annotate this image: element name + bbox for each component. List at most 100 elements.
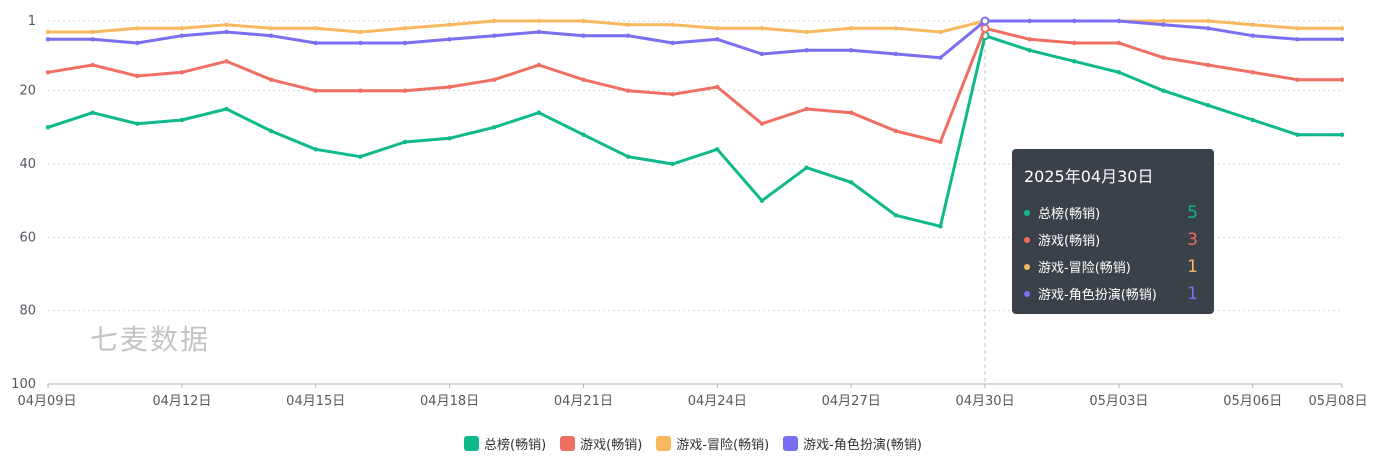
data-point — [268, 77, 274, 82]
series-dot-icon — [1024, 236, 1030, 243]
data-point — [135, 40, 140, 46]
x-tick-label: 04月09日 — [17, 394, 76, 409]
data-point — [670, 40, 675, 46]
data-point — [179, 26, 185, 31]
legend-item-game[interactable]: 游戏(畅销) — [560, 434, 642, 453]
series-line — [46, 19, 1344, 60]
legend-swatch-icon — [656, 436, 672, 451]
data-point — [1250, 22, 1255, 27]
legend-label: 游戏-角色扮演(畅销) — [803, 438, 922, 453]
data-point — [759, 121, 765, 126]
data-point — [313, 147, 318, 152]
legend-label: 游戏-冒险(畅销) — [676, 438, 770, 453]
legend-swatch-icon — [464, 436, 479, 451]
data-point — [1027, 48, 1032, 53]
data-point — [1027, 18, 1032, 24]
x-tick-label: 04月27日 — [822, 394, 881, 409]
data-point — [179, 117, 185, 123]
data-point — [135, 26, 140, 31]
data-point — [1339, 132, 1345, 137]
data-point — [625, 22, 631, 27]
legend-item-total[interactable]: 总榜(畅销) — [464, 434, 546, 453]
data-point — [1072, 59, 1077, 64]
data-point — [1161, 55, 1166, 60]
data-point — [1161, 22, 1166, 27]
data-point — [492, 33, 497, 38]
data-point — [893, 51, 898, 57]
tooltip-series-value: 1 — [1187, 283, 1198, 304]
data-point — [179, 70, 185, 75]
y-tick-label: 40 — [19, 157, 36, 172]
series-line — [46, 34, 1344, 228]
y-tick-label: 60 — [19, 230, 36, 245]
data-point — [938, 224, 943, 229]
y-tick-label: 1 — [28, 14, 36, 29]
x-tick-label: 04月15日 — [286, 394, 345, 409]
chart-legend: 总榜(畅销) 游戏(畅销) 游戏-冒险(畅销) 游戏-角色扮演(畅销) — [0, 434, 1386, 453]
data-point — [313, 88, 318, 93]
tooltip-row: 游戏-角色扮演(畅销) 1 — [1024, 280, 1202, 307]
data-point — [536, 110, 542, 115]
series-dot-icon — [1024, 263, 1030, 270]
legend-item-rpg[interactable]: 游戏-角色扮演(畅销) — [783, 434, 922, 453]
x-tick-label: 04月30日 — [955, 394, 1014, 409]
data-point — [90, 37, 95, 42]
data-point — [402, 40, 408, 46]
data-point — [447, 84, 452, 90]
data-point — [402, 88, 408, 93]
data-point — [224, 22, 229, 27]
data-point — [45, 125, 51, 130]
data-point — [980, 16, 990, 26]
data-point — [581, 132, 586, 137]
data-point — [893, 26, 898, 31]
y-tick-label: 20 — [19, 84, 36, 99]
legend-swatch-icon — [783, 436, 799, 451]
data-point — [1250, 70, 1255, 75]
data-point — [135, 73, 140, 79]
watermark: 七麦数据 — [90, 323, 211, 356]
data-point — [402, 139, 408, 145]
data-point — [1161, 88, 1166, 93]
x-tick-label: 05月03日 — [1089, 394, 1148, 409]
data-point — [536, 18, 542, 24]
data-point — [1027, 37, 1032, 42]
legend-item-adventure[interactable]: 游戏-冒险(畅销) — [656, 434, 769, 453]
data-point — [536, 29, 542, 35]
data-point — [625, 88, 631, 93]
x-tick-label: 04月24日 — [688, 394, 747, 409]
data-point — [492, 125, 497, 130]
data-point — [1205, 18, 1211, 24]
x-tick-label: 04月12日 — [152, 394, 211, 409]
data-point — [1072, 40, 1077, 46]
series-line — [46, 26, 1344, 144]
data-point — [1295, 132, 1300, 137]
tooltip-series-name: 游戏(畅销) — [1038, 234, 1101, 249]
data-point — [804, 165, 809, 170]
data-point — [670, 92, 675, 97]
data-point — [581, 33, 586, 38]
data-point — [938, 55, 943, 60]
data-point — [804, 29, 809, 35]
data-point — [1339, 26, 1345, 31]
data-point — [715, 147, 720, 152]
data-point — [670, 22, 675, 27]
data-point — [670, 161, 675, 167]
data-point — [938, 139, 943, 145]
data-point — [625, 33, 631, 38]
data-point — [45, 37, 51, 42]
data-point — [268, 128, 274, 134]
tooltip-series-value: 1 — [1187, 256, 1198, 277]
data-point — [625, 154, 631, 159]
chart-grid — [48, 20, 1342, 312]
data-point — [1205, 62, 1211, 68]
data-point — [759, 51, 765, 57]
data-point — [1339, 37, 1345, 42]
data-point — [581, 18, 586, 24]
data-point — [1161, 18, 1166, 24]
legend-label: 游戏(畅销) — [580, 438, 643, 453]
data-point — [1205, 26, 1211, 31]
tooltip-series-name: 游戏-角色扮演(畅销) — [1038, 288, 1157, 303]
data-point — [1295, 77, 1300, 82]
legend-swatch-icon — [560, 436, 576, 451]
